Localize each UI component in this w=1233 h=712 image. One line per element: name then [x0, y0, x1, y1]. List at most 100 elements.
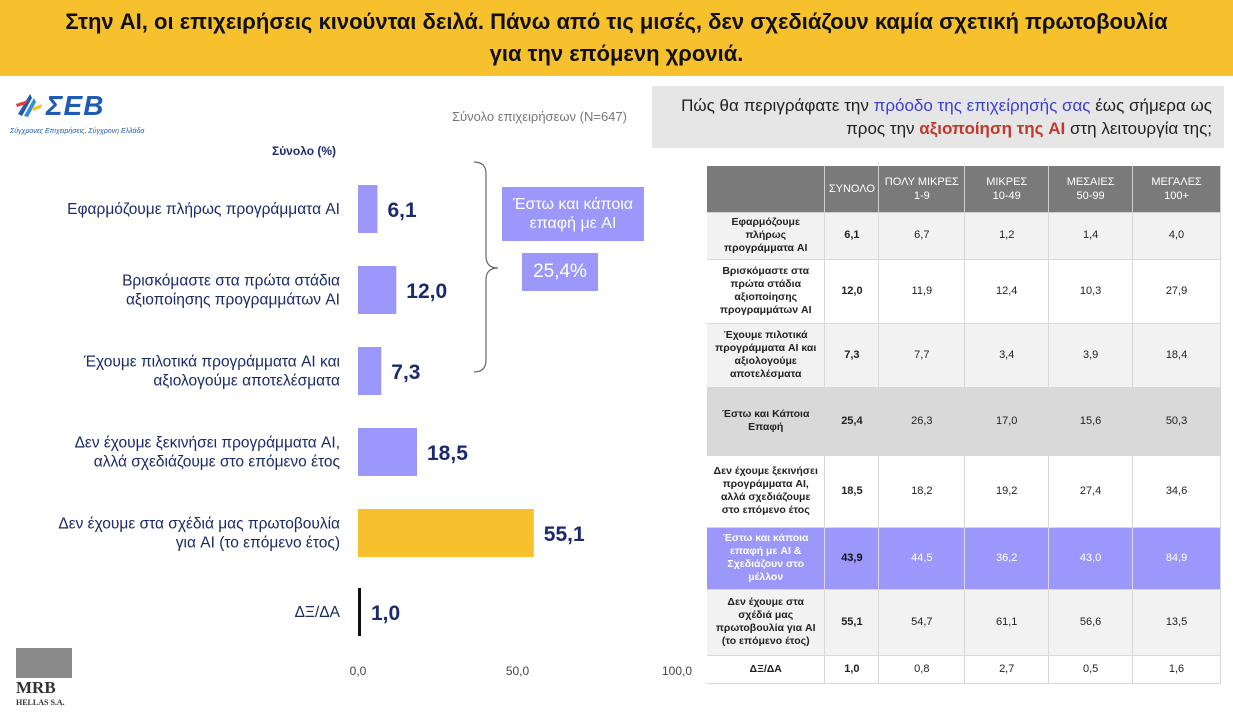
table-cell: 1,6 [1132, 655, 1221, 684]
table-cell: 13,5 [1132, 589, 1221, 656]
table-cell: 43,0 [1048, 527, 1134, 590]
data-label: 1,0 [371, 602, 400, 625]
header-medium-range: 50-99 [1076, 189, 1105, 202]
table-header-cell: ΜΙΚΡΕΣ 10-49 [964, 166, 1050, 213]
bar [358, 588, 361, 636]
table-header-cell [707, 166, 826, 213]
table-cell: 54,7 [878, 589, 966, 656]
table-header-cell: ΜΕΓΑΛΕΣ 100+ [1132, 166, 1221, 213]
category-label-line: αξιοποίησης προγραμμάτων AI [126, 292, 340, 309]
header-very-small: ΠΟΛΥ ΜΙΚΡΕΣ [884, 175, 959, 188]
table-cell: 18,4 [1132, 323, 1221, 388]
seb-logo-tagline: Σύγχρονες Επιχειρήσεις, Σύγχρονη Ελλάδα [10, 128, 145, 135]
table-row: Δεν έχουμε στα σχέδιά μας πρωτοβουλία γι… [707, 589, 1221, 656]
bar [358, 185, 378, 233]
table-row: ΔΞ/ΔΑ 1,0 0,8 2,7 0,5 1,6 [707, 655, 1221, 684]
category-label: Έχουμε πιλοτικά προγράμματα AI και αξιολο… [83, 354, 340, 390]
table-cell: 25,4 [824, 387, 880, 456]
category-label: Δεν έχουμε ξεκινήσει προγράμματα AI, αλλά… [75, 435, 340, 471]
breakdown-table: ΣΥΝΟΛΟ ΠΟΛΥ ΜΙΚΡΕΣ 1-9 ΜΙΚΡΕΣ 10-49 ΜΕΣΑΙΕ… [707, 166, 1221, 684]
table-cell: 12,0 [824, 259, 880, 324]
category-label: Δεν έχουμε στα σχέδιά μας πρωτοβουλία για… [58, 516, 340, 552]
category-label: Βρισκόμαστε στα πρώτα στάδια αξιοποίησης … [122, 273, 340, 309]
header-small-range: 10-49 [992, 189, 1021, 202]
question-part3: στη λειτουργία της; [1065, 119, 1212, 138]
table-cell: 6,7 [878, 212, 966, 260]
table-row: Έστω και κάποια επαφή με AI & Σχεδιάζουν… [707, 527, 1221, 590]
table-cell: 55,1 [824, 589, 880, 656]
category-label-line: αξιολογούμε αποτελέσματα [153, 373, 340, 390]
bar [358, 428, 418, 476]
table-cell: 11,9 [878, 259, 966, 324]
data-label: 12,0 [406, 280, 447, 303]
category-label-line: Δεν έχουμε στα σχέδιά μας πρωτοβουλία [58, 516, 340, 533]
table-cell: 44,5 [878, 527, 966, 590]
bar [358, 509, 534, 557]
table-cell: 27,4 [1048, 455, 1134, 528]
category-label: Εφαρμόζουμε πλήρως προγράμματα AI [67, 201, 340, 218]
table-cell: 19,2 [964, 455, 1050, 528]
table-cell: 3,4 [964, 323, 1050, 388]
category-label-line: Δεν έχουμε ξεκινήσει προγράμματα AI, [75, 435, 340, 452]
table-cell: 12,4 [964, 259, 1050, 324]
table-cell: 2,7 [964, 655, 1050, 684]
table-header-cell: ΠΟΛΥ ΜΙΚΡΕΣ 1-9 [878, 166, 966, 213]
category-label-line: αλλά σχεδιάζουμε στο επόμενο έτος [94, 454, 340, 471]
table-cell: 1,4 [1048, 212, 1134, 260]
data-label: 18,5 [427, 442, 468, 465]
data-label: 6,1 [387, 199, 417, 222]
bar-chart: 6,1 Εφαρμόζουμε πλήρως προγράμματα AI 12,0… [58, 185, 692, 678]
question-highlight2: αξιοποίηση της AI [919, 119, 1066, 138]
category-label-line: Εφαρμόζουμε πλήρως προγράμματα AI [67, 201, 340, 218]
table-row: Έστω και Κάποια Επαφή 25,4 26,3 17,0 15,6 50,… [707, 387, 1221, 456]
table-cell: 27,9 [1132, 259, 1221, 324]
seb-logo-icon [16, 94, 42, 117]
header-large-range: 100+ [1164, 189, 1189, 202]
category-label-line: ΔΞ/ΔΑ [295, 604, 341, 621]
base-label: Σύνολο επιχειρήσεων (N=647) [452, 109, 627, 124]
x-tick-label: 0,0 [350, 664, 367, 678]
category-label: ΔΞ/ΔΑ [295, 604, 341, 621]
contact-callout-label: Έστω και κάποια επαφή με AI [502, 187, 644, 241]
table-cell: 34,6 [1132, 455, 1221, 528]
table-cell: 26,3 [878, 387, 966, 456]
total-label: Σύνολο (%) [272, 144, 337, 158]
category-label-line: Βρισκόμαστε στα πρώτα στάδια [122, 273, 340, 290]
table-cell: 10,3 [1048, 259, 1134, 324]
table-cell: 1,2 [964, 212, 1050, 260]
bar [358, 266, 397, 314]
row-label: Δεν έχουμε ξεκινήσει προγράμματα AI, αλλ… [707, 455, 826, 528]
header-medium: ΜΕΣΑΙΕΣ [1066, 175, 1115, 188]
table-row: Δεν έχουμε ξεκινήσει προγράμματα AI, αλλ… [707, 455, 1221, 528]
row-label: Δεν έχουμε στα σχέδιά μας πρωτοβουλία γι… [707, 589, 826, 656]
brace-icon [473, 161, 499, 373]
survey-question: Πώς θα περιγράφατε την πρόοδο της επιχεί… [652, 86, 1224, 148]
seb-logo-word: ΣΕΒ [46, 90, 105, 121]
table-cell: 84,9 [1132, 527, 1221, 590]
title-banner: Στην AI, οι επιχειρήσεις κινούνται δειλά… [0, 0, 1233, 76]
mrb-logo-word: MRB [16, 678, 56, 697]
header-very-small-range: 1-9 [913, 189, 930, 202]
data-label: 55,1 [544, 523, 585, 546]
row-label: Βρισκόμαστε στα πρώτα στάδια αξιοποίησης… [707, 259, 826, 324]
table-cell: 50,3 [1132, 387, 1221, 456]
table-cell: 17,0 [964, 387, 1050, 456]
table-cell: 36,2 [964, 527, 1050, 590]
table-cell: 15,6 [1048, 387, 1134, 456]
mrb-logo: MRB HELLAS S.A. [16, 648, 72, 707]
table-cell: 18,2 [878, 455, 966, 528]
table-cell: 7,3 [824, 323, 880, 388]
bar [358, 347, 382, 395]
table-row: Βρισκόμαστε στα πρώτα στάδια αξιοποίησης… [707, 259, 1221, 324]
table-header-row: ΣΥΝΟΛΟ ΠΟΛΥ ΜΙΚΡΕΣ 1-9 ΜΙΚΡΕΣ 10-49 ΜΕΣΑΙΕ… [707, 166, 1221, 213]
table-cell: 1,0 [824, 655, 880, 684]
question-part1: Πώς θα περιγράφατε την [681, 96, 874, 115]
row-label: Έστω και κάποια επαφή με AI & Σχεδιάζουν… [707, 527, 826, 590]
table-cell: 43,9 [824, 527, 880, 590]
question-highlight1: πρόοδο της επιχείρησής σας [873, 96, 1091, 115]
table-row: Εφαρμόζουμε πλήρως προγράμματα AI 6,1 6,7 1… [707, 212, 1221, 260]
table-row: Έχουμε πιλοτικά προγράμματα AI και αξιολ… [707, 323, 1221, 388]
table-cell: 3,9 [1048, 323, 1134, 388]
question-part2: έως σήμερα ως προς την [846, 96, 1212, 138]
row-label: ΔΞ/ΔΑ [707, 655, 826, 684]
